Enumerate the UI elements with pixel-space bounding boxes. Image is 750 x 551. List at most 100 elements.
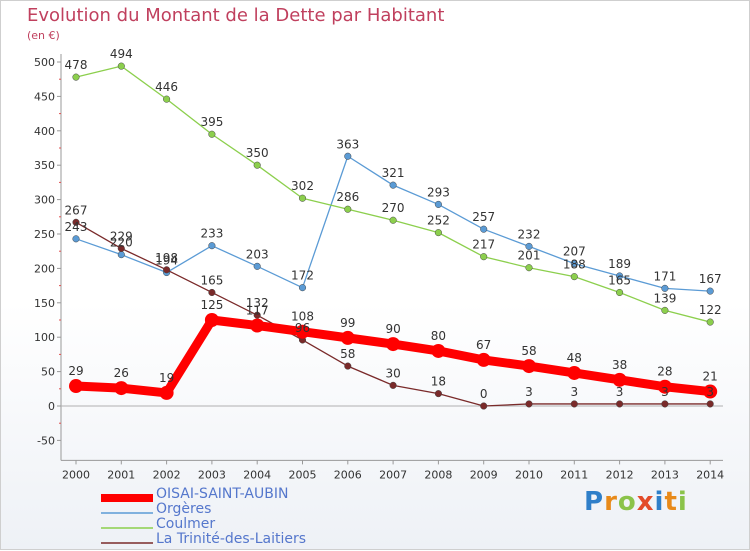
- y-tick-label: 0: [48, 400, 55, 413]
- data-point: [434, 390, 442, 398]
- data-label: 96: [295, 321, 310, 335]
- data-point: [525, 264, 533, 272]
- data-point: [480, 253, 488, 261]
- y-tick-label: 100: [34, 331, 55, 344]
- data-point: [612, 372, 627, 387]
- legend-item-coulmer: Coulmer: [101, 516, 361, 532]
- data-label: 321: [382, 166, 405, 180]
- data-point: [657, 379, 672, 394]
- data-point: [434, 200, 442, 208]
- data-point: [616, 272, 624, 280]
- x-tick-label: 2014: [696, 468, 724, 481]
- data-point: [72, 73, 80, 81]
- data-point: [570, 273, 578, 281]
- series-lines: [69, 62, 718, 410]
- data-label: 3: [706, 385, 714, 399]
- data-point: [117, 244, 125, 252]
- x-tick-label: 2006: [334, 468, 362, 481]
- data-label: 243: [65, 220, 88, 234]
- legend-swatch-la-trinite: [101, 542, 153, 544]
- data-point: [386, 337, 401, 352]
- data-point: [340, 330, 355, 345]
- data-label: 257: [472, 210, 495, 224]
- data-labels: 2432201942332031723633212932572322071891…: [65, 47, 722, 401]
- data-label: 446: [155, 80, 178, 94]
- data-point: [567, 365, 582, 380]
- data-label: 302: [291, 179, 314, 193]
- data-point: [389, 216, 397, 224]
- data-label: 18: [431, 375, 446, 389]
- data-point: [525, 242, 533, 250]
- data-label: 207: [563, 245, 586, 259]
- data-point: [480, 402, 488, 410]
- x-tick-label: 2004: [243, 468, 271, 481]
- data-point: [431, 343, 446, 358]
- data-point: [616, 288, 624, 297]
- data-label: 395: [200, 115, 223, 129]
- data-point: [480, 225, 488, 233]
- data-label: 198: [155, 251, 178, 265]
- data-label: 38: [612, 358, 627, 372]
- data-point: [389, 181, 397, 189]
- data-point: [344, 152, 352, 160]
- data-point: [434, 229, 442, 237]
- data-point: [253, 161, 261, 169]
- data-point: [208, 130, 216, 138]
- data-label: 171: [653, 269, 676, 283]
- data-label: 58: [521, 344, 536, 358]
- legend-item-oisai: OISAI-SAINT-AUBIN: [101, 486, 361, 502]
- data-point: [253, 262, 261, 270]
- data-point: [525, 400, 533, 408]
- data-label: 478: [65, 58, 88, 72]
- data-label: 117: [246, 304, 269, 318]
- data-label: 3: [570, 385, 578, 399]
- data-point: [295, 324, 310, 339]
- data-label: 494: [110, 47, 133, 61]
- y-tick-label: 300: [34, 194, 55, 207]
- legend-label-la-trinite: La Trinité-des-Laitiers: [156, 531, 307, 547]
- data-point: [204, 313, 219, 327]
- data-point: [661, 306, 669, 314]
- y-tick-label: 150: [34, 297, 55, 310]
- y-tick-label: 50: [41, 366, 55, 379]
- data-label: 201: [518, 249, 541, 263]
- data-label: 217: [472, 238, 495, 252]
- data-point: [703, 384, 718, 399]
- x-tick-label: 2005: [289, 468, 317, 481]
- legend-label-coulmer: Coulmer: [156, 516, 216, 532]
- data-point: [706, 400, 714, 408]
- data-label: 188: [563, 258, 586, 272]
- data-point: [706, 318, 714, 326]
- legend-swatch-coulmer: [101, 527, 153, 529]
- x-tick-label: 2000: [62, 468, 90, 481]
- data-point: [570, 260, 578, 268]
- data-point: [522, 359, 536, 374]
- data-point: [661, 400, 669, 408]
- data-label: 28: [657, 365, 672, 379]
- data-point: [163, 95, 171, 103]
- data-label: 0: [480, 387, 488, 401]
- data-label: 172: [291, 269, 314, 283]
- data-label: 3: [616, 385, 624, 399]
- data-label: 165: [608, 273, 631, 287]
- x-tick-label: 2012: [606, 468, 634, 481]
- x-tick-label: 2007: [379, 468, 407, 481]
- data-label: 58: [340, 347, 355, 361]
- legend-swatch-orgeres: [101, 512, 153, 514]
- data-label: 21: [703, 370, 718, 384]
- x-tick-label: 2008: [424, 468, 452, 481]
- data-point: [616, 400, 624, 408]
- data-label: 108: [291, 310, 314, 324]
- data-point: [476, 352, 491, 367]
- data-point: [661, 284, 669, 292]
- x-tick-label: 2003: [198, 468, 226, 481]
- proxiti-logo: Proxiti: [584, 487, 688, 517]
- data-point: [117, 62, 125, 70]
- data-label: 90: [385, 322, 400, 336]
- data-label: 99: [340, 316, 355, 330]
- x-tick-label: 2002: [153, 468, 181, 481]
- data-label: 3: [661, 385, 669, 399]
- data-label: 203: [246, 247, 269, 261]
